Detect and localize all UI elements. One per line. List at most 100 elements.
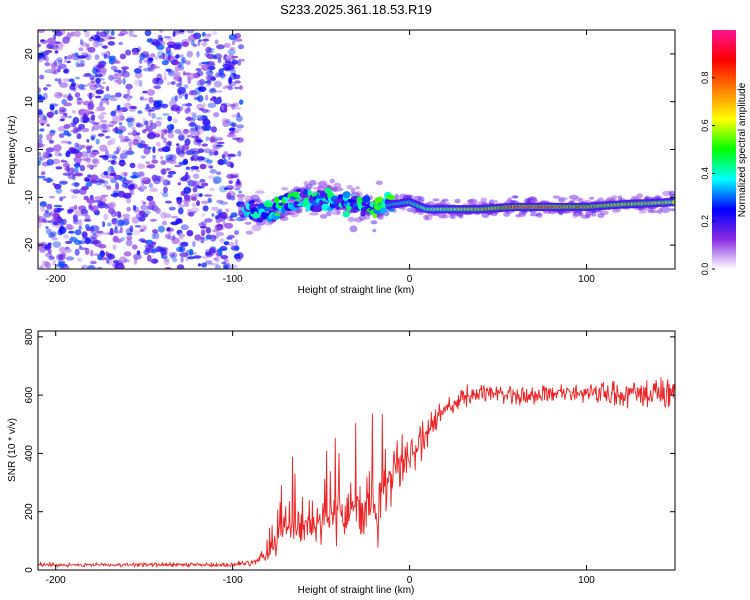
carrier-halo (441, 214, 450, 219)
noise-speck (39, 248, 46, 253)
noise-speck (215, 144, 224, 147)
noise-speck (153, 85, 162, 90)
noise-speck (100, 112, 107, 115)
colorbar-ticks: 0.0 0.2 0.4 0.6 0.8 (700, 72, 715, 275)
carrier-halo (577, 209, 583, 216)
noise-speck (201, 182, 209, 187)
carrier-halo (535, 212, 543, 218)
noise-speck (126, 206, 131, 212)
noise-speck (239, 85, 243, 90)
noise-speck (199, 179, 206, 183)
noise-speck (202, 205, 209, 212)
noise-speck (119, 152, 128, 159)
noise-speck (62, 163, 70, 168)
noise-speck (81, 127, 90, 133)
noise-speck (38, 93, 43, 97)
noise-speck (86, 43, 90, 47)
noise-speck (169, 251, 175, 258)
noise-speck (162, 220, 167, 226)
carrier-halo (454, 198, 461, 204)
noise-speck (149, 66, 155, 72)
noise-speck (165, 158, 170, 162)
noise-speck (80, 151, 89, 158)
noise-speck (70, 188, 75, 193)
carrier-halo (239, 217, 248, 221)
noise-speck (131, 126, 136, 130)
noise-speck (235, 256, 242, 262)
carrier-halo (349, 225, 358, 233)
noise-speck (197, 148, 204, 154)
noise-speck (118, 122, 123, 126)
noise-speck (70, 149, 80, 154)
noise-speck (96, 31, 100, 35)
noise-speck (106, 98, 110, 106)
noise-speck (215, 216, 220, 219)
noise-speck (81, 144, 86, 149)
noise-speck (38, 30, 45, 33)
noise-speck (152, 42, 156, 45)
noise-speck (68, 122, 77, 127)
noise-speck (206, 33, 212, 37)
noise-speck (69, 237, 78, 243)
noise-speck (152, 146, 156, 154)
noise-speck (192, 114, 197, 121)
colorbar-gradient (712, 30, 736, 269)
noise-speck (160, 168, 167, 175)
noise-speck (198, 39, 202, 42)
noise-speck (228, 121, 235, 127)
noise-speck (93, 74, 98, 78)
noise-speck (239, 99, 244, 105)
noise-speck (124, 259, 131, 263)
noise-speck (210, 135, 217, 140)
noise-speck (60, 115, 69, 119)
noise-speck (53, 221, 58, 226)
noise-speck (237, 44, 245, 50)
noise-speck (209, 169, 217, 174)
noise-speck (148, 182, 153, 188)
noise-speck (76, 98, 83, 105)
noise-speck (122, 77, 126, 85)
noise-speck (95, 89, 104, 95)
noise-speck (49, 256, 55, 260)
noise-speck (223, 151, 229, 158)
noise-speck (186, 134, 194, 138)
colorbar-tick-label: 0.6 (700, 119, 710, 132)
noise-speck (209, 97, 215, 102)
noise-speck (154, 232, 160, 240)
noise-speck (93, 83, 102, 88)
noise-speck (238, 190, 243, 194)
carrier-speck (256, 217, 264, 223)
noise-speck (140, 176, 149, 181)
noise-speck (166, 227, 171, 232)
noise-speck (118, 157, 124, 161)
noise-speck (131, 216, 140, 224)
noise-speck (74, 52, 79, 58)
noise-speck (138, 65, 143, 69)
noise-speck (232, 137, 241, 141)
noise-speck (204, 218, 213, 223)
noise-speck (99, 102, 103, 107)
noise-speck (91, 164, 98, 168)
noise-speck (228, 180, 233, 185)
noise-speck (150, 53, 156, 58)
noise-speck (188, 149, 197, 153)
noise-speck (209, 234, 217, 242)
noise-speck (48, 153, 53, 158)
noise-speck (97, 201, 106, 209)
noise-speck (133, 68, 142, 74)
noise-speck (116, 264, 126, 269)
noise-speck (82, 74, 91, 78)
noise-speck (118, 41, 123, 46)
noise-speck (214, 39, 219, 45)
noise-speck (175, 196, 183, 201)
noise-speck (120, 171, 129, 176)
noise-speck (233, 38, 243, 42)
noise-speck (118, 256, 128, 264)
noise-speck (154, 208, 161, 213)
noise-speck (202, 102, 206, 109)
noise-speck (67, 54, 73, 60)
noise-speck (221, 104, 225, 111)
noise-speck (79, 116, 83, 123)
noise-speck (151, 247, 156, 254)
noise-speck (153, 101, 161, 108)
